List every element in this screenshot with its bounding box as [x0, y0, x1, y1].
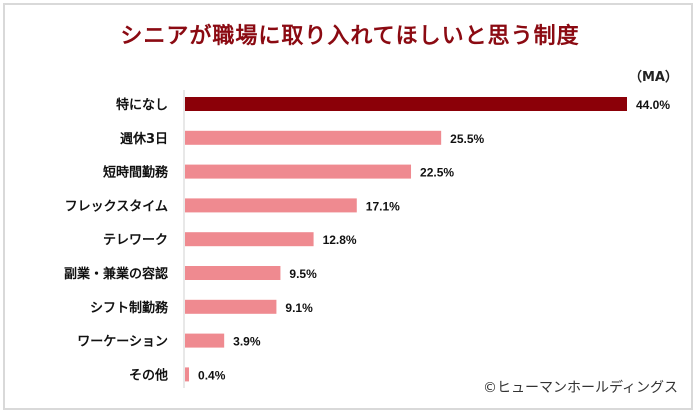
- value-label: 44.0%: [636, 98, 670, 112]
- bar: [185, 367, 190, 382]
- category-label: フレックスタイム: [65, 199, 168, 214]
- value-label: 22.5%: [420, 166, 454, 180]
- bar: [185, 164, 412, 179]
- bar: [185, 130, 442, 145]
- value-label: 9.1%: [285, 301, 313, 315]
- category-label: 週休3日: [120, 131, 168, 147]
- bar: [185, 299, 277, 314]
- value-label: 0.4%: [198, 368, 226, 382]
- value-label: 25.5%: [450, 132, 484, 146]
- value-label: 3.9%: [233, 335, 261, 349]
- category-label: 副業・兼業の容認: [64, 266, 168, 282]
- unit-note: （MA）: [629, 70, 678, 85]
- value-label: 12.8%: [323, 233, 357, 247]
- chart-title: シニアが職場に取り入れてほしいと思う制度: [120, 24, 580, 49]
- bar: [185, 97, 627, 111]
- category-label: シフト制勤務: [90, 300, 169, 316]
- copyright-credit: ©ヒューマンホールディングス: [482, 380, 678, 396]
- bar: [185, 232, 314, 247]
- bar: [185, 266, 281, 280]
- chart-frame: [3, 3, 693, 410]
- value-label: 9.5%: [289, 267, 317, 281]
- bar: [185, 198, 357, 213]
- category-label: 特になし: [116, 97, 168, 113]
- category-label: 短時間勤務: [103, 165, 169, 181]
- category-label: テレワーク: [103, 233, 168, 248]
- value-label: 17.1%: [366, 199, 400, 213]
- bar: [185, 333, 225, 348]
- category-label: その他: [129, 367, 168, 383]
- category-label: ワーケーション: [77, 335, 168, 350]
